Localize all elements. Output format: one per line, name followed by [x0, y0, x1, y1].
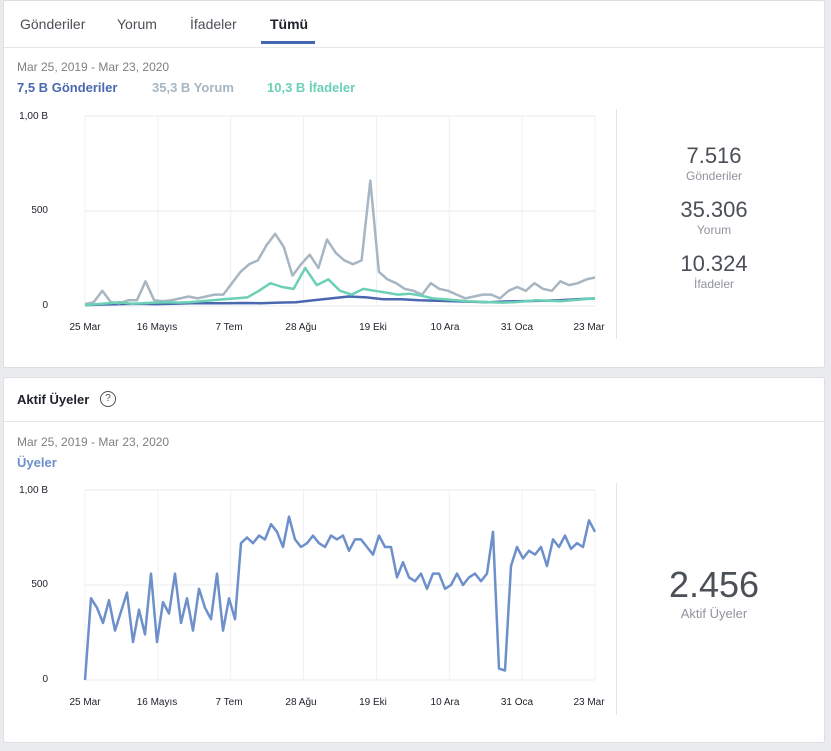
- x-tick: 28 Ağu: [285, 697, 317, 708]
- date-range: Mar 25, 2019 - Mar 23, 2020: [17, 435, 170, 449]
- stat-label: Yorum: [696, 223, 732, 237]
- legend-ifadeler-value: 10,3 B: [267, 80, 306, 95]
- y-tick-max: 1,00 B: [19, 485, 48, 496]
- x-tick: 25 Mar: [69, 322, 101, 333]
- x-tick: 31 Oca: [500, 697, 534, 708]
- tab-yorum[interactable]: Yorum: [117, 16, 157, 32]
- legend-yorum-value: 35,3 B: [152, 80, 191, 95]
- stat-value: 35.306: [680, 197, 748, 222]
- engagement-chart: [84, 115, 596, 307]
- tab-gonderiler[interactable]: Gönderiler: [20, 16, 86, 32]
- y-tick-zero: 0: [42, 674, 48, 685]
- engagement-card: Gönderiler Yorum İfadeler Tümü Mar 25, 2…: [3, 0, 825, 368]
- y-tick-max: 1,00 B: [19, 111, 48, 122]
- series-line-üyeler: [83, 515, 597, 681]
- section-title: Aktif Üyeler: [17, 392, 90, 407]
- stat-label: Aktif Üyeler: [680, 606, 748, 621]
- legend-gonderiler[interactable]: 7,5 B Gönderiler: [17, 80, 117, 95]
- legend-gonderiler-value: 7,5 B: [17, 80, 49, 95]
- tab-bar: Gönderiler Yorum İfadeler Tümü: [4, 1, 824, 48]
- tab-tumu[interactable]: Tümü: [270, 16, 309, 32]
- x-tick: 16 Mayıs: [136, 697, 178, 708]
- series-line-yorum: [84, 179, 596, 306]
- x-tick: 10 Ara: [430, 697, 460, 708]
- series-line-i-fadeler: [84, 266, 596, 307]
- legend-yorum-label: Yorum: [193, 80, 234, 95]
- section-header: Aktif Üyeler ?: [4, 378, 824, 422]
- x-tick: 7 Tem: [215, 322, 243, 333]
- x-tick: 23 Mar: [573, 697, 605, 708]
- legend-uyeler[interactable]: Üyeler: [17, 455, 57, 470]
- stat-active-members: 2.456 Aktif Üyeler: [634, 564, 794, 621]
- y-tick-mid: 500: [31, 205, 48, 216]
- stat-ifadeler: 10.324 İfadeler: [634, 251, 794, 291]
- legend-ifadeler-label: İfadeler: [308, 80, 356, 95]
- stat-gonderiler: 7.516 Gönderiler: [634, 143, 794, 183]
- stat-value: 10.324: [680, 251, 748, 276]
- x-tick: 31 Oca: [500, 322, 534, 333]
- y-tick-mid: 500: [31, 579, 48, 590]
- stats-divider: [616, 483, 617, 715]
- stat-yorum: 35.306 Yorum: [634, 197, 794, 237]
- active-members-card: Aktif Üyeler ? Mar 25, 2019 - Mar 23, 20…: [3, 377, 825, 743]
- legend-gonderiler-label: Gönderiler: [51, 80, 118, 95]
- tab-ifadeler[interactable]: İfadeler: [190, 16, 237, 32]
- y-tick-zero: 0: [42, 300, 48, 311]
- x-tick: 19 Eki: [359, 697, 387, 708]
- stat-label: İfadeler: [693, 277, 735, 291]
- x-tick: 7 Tem: [215, 697, 243, 708]
- x-tick: 19 Eki: [359, 322, 387, 333]
- question-circle-icon[interactable]: ?: [100, 391, 116, 407]
- stat-value: 7.516: [686, 143, 742, 168]
- legend-yorum[interactable]: 35,3 B Yorum: [152, 80, 234, 95]
- stat-value: 2.456: [668, 564, 760, 605]
- date-range: Mar 25, 2019 - Mar 23, 2020: [17, 60, 170, 74]
- active-members-chart: [83, 489, 597, 681]
- active-tab-indicator: [261, 41, 315, 44]
- x-tick: 16 Mayıs: [136, 322, 178, 333]
- stat-label: Gönderiler: [685, 169, 743, 183]
- x-tick: 10 Ara: [430, 322, 460, 333]
- legend-ifadeler[interactable]: 10,3 B İfadeler: [267, 80, 355, 95]
- x-tick: 25 Mar: [69, 697, 101, 708]
- x-tick: 23 Mar: [573, 322, 605, 333]
- x-tick: 28 Ağu: [285, 322, 317, 333]
- stats-divider: [616, 109, 617, 339]
